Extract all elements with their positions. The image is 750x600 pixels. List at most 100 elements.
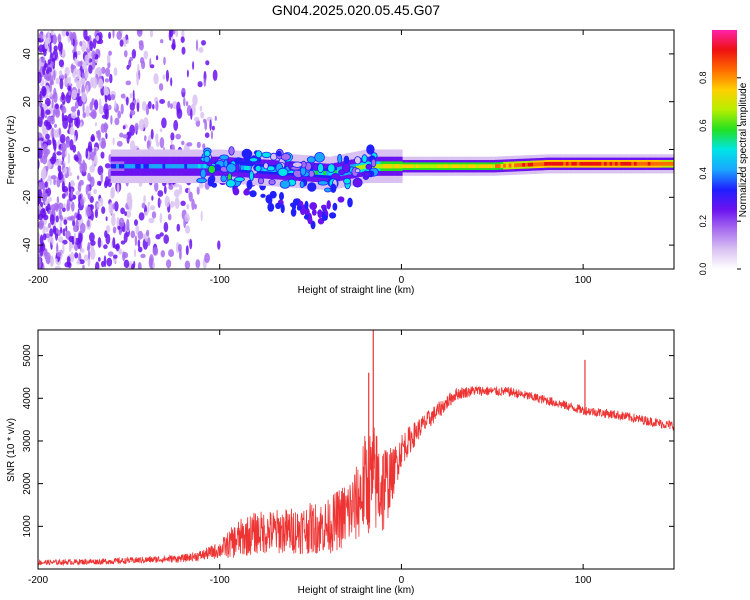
- noise-speckle: [97, 237, 102, 248]
- noise-speckle: [159, 137, 165, 149]
- noise-speckle: [69, 126, 75, 136]
- noise-speckle: [38, 116, 43, 128]
- ridge-core: [165, 164, 169, 169]
- noise-speckle: [174, 197, 180, 209]
- ridge-core: [407, 164, 411, 169]
- noise-speckle: [66, 198, 71, 211]
- noise-speckle: [62, 207, 66, 213]
- noise-speckle: [94, 99, 99, 110]
- scatter-blob: [365, 163, 373, 170]
- ridge-core: [658, 161, 662, 166]
- branch-blob: [269, 190, 277, 199]
- noise-speckle: [38, 258, 42, 269]
- noise-speckle: [47, 115, 53, 123]
- noise-speckle: [151, 211, 157, 219]
- noise-speckle: [183, 96, 186, 107]
- noise-speckle: [95, 48, 100, 55]
- noise-speckle: [74, 252, 79, 259]
- branch-blob: [309, 202, 318, 211]
- noise-speckle: [189, 239, 193, 250]
- ridge-core: [170, 164, 174, 169]
- noise-speckle: [130, 230, 136, 239]
- spectrogram-marks: [38, 30, 674, 269]
- noise-speckle: [84, 54, 90, 64]
- noise-speckle: [118, 217, 125, 228]
- noise-speckle: [122, 134, 129, 139]
- noise-speckle: [188, 191, 193, 202]
- noise-speckle: [70, 106, 77, 113]
- noise-speckle: [155, 133, 159, 144]
- ridge-core: [331, 170, 335, 175]
- noise-speckle: [84, 67, 89, 80]
- noise-speckle: [143, 195, 147, 204]
- noise-speckle: [196, 186, 200, 195]
- noise-speckle: [65, 137, 70, 148]
- noise-speckle: [67, 85, 72, 91]
- noise-speckle: [140, 253, 146, 259]
- ridge-core: [148, 164, 152, 169]
- noise-speckle: [114, 100, 117, 110]
- noise-speckle: [211, 125, 215, 131]
- noise-speckle: [43, 63, 49, 68]
- ridge-core: [465, 164, 468, 169]
- noise-speckle: [73, 225, 79, 233]
- noise-speckle: [122, 125, 126, 130]
- noise-speckle: [96, 35, 100, 42]
- noise-speckle: [129, 140, 136, 152]
- scatter-blob: [338, 169, 346, 176]
- scatter-blob: [261, 151, 272, 159]
- noise-speckle: [184, 260, 191, 269]
- ridge-core: [631, 161, 635, 166]
- branch-blob: [337, 196, 345, 203]
- ridge-core: [481, 164, 485, 169]
- noise-speckle: [116, 183, 120, 194]
- noise-speckle: [194, 203, 197, 210]
- scatter-blob: [246, 179, 253, 190]
- ridge-core: [628, 161, 632, 166]
- ridge-core: [549, 161, 553, 166]
- noise-speckle: [108, 50, 112, 56]
- noise-speckle: [87, 193, 91, 200]
- noise-speckle: [129, 124, 136, 136]
- noise-speckle: [68, 172, 73, 177]
- noise-speckle: [51, 99, 54, 109]
- noise-speckle: [76, 68, 81, 80]
- noise-speckle: [193, 116, 200, 122]
- noise-speckle: [48, 209, 51, 214]
- branch-blob: [249, 190, 257, 198]
- branch-blob: [279, 192, 284, 201]
- noise-speckle: [129, 102, 135, 112]
- noise-speckle: [132, 89, 135, 102]
- ridge-core: [563, 161, 567, 166]
- ridge-core: [620, 161, 624, 166]
- noise-speckle: [99, 98, 102, 109]
- noise-speckle: [181, 46, 186, 55]
- noise-speckle: [190, 108, 193, 120]
- noise-speckle: [38, 71, 42, 84]
- noise-speckle: [80, 60, 83, 66]
- noise-speckle: [149, 30, 154, 38]
- noise-speckle: [50, 30, 54, 36]
- noise-speckle: [101, 206, 106, 214]
- ridge-core: [639, 161, 643, 166]
- x-tick-label: 100: [575, 275, 592, 286]
- ridge-core: [396, 164, 400, 169]
- noise-speckle: [138, 118, 145, 131]
- noise-speckle: [163, 221, 169, 233]
- ridge-core: [195, 164, 199, 169]
- noise-speckle: [185, 245, 189, 256]
- noise-speckle: [72, 219, 76, 227]
- ridge-core: [135, 164, 139, 169]
- ridge-core: [642, 161, 646, 166]
- scatter-blob: [314, 152, 325, 163]
- ridge-core: [206, 164, 210, 169]
- noise-speckle: [43, 248, 48, 257]
- noise-speckle: [148, 217, 155, 224]
- noise-speckle: [156, 55, 159, 61]
- noise-speckle: [180, 36, 185, 43]
- ridge-core: [486, 164, 490, 169]
- noise-speckle: [42, 233, 47, 241]
- ridge-core: [146, 164, 150, 169]
- ridge-core: [576, 161, 580, 166]
- noise-speckle: [160, 39, 164, 44]
